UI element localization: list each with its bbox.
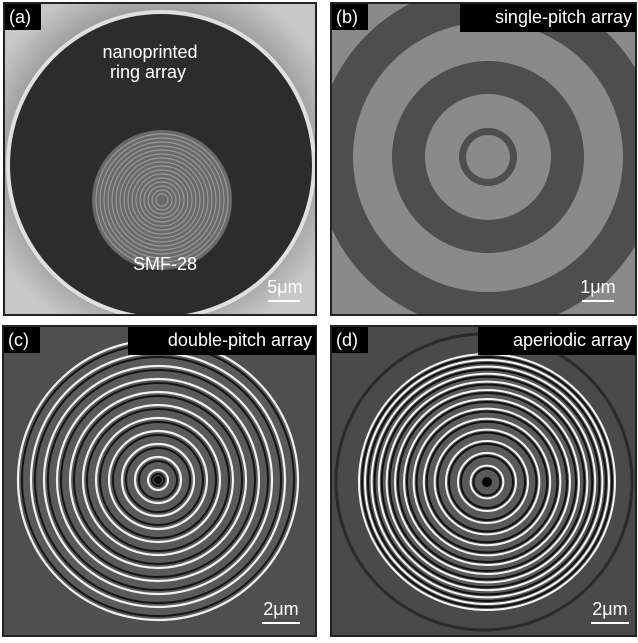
- scale-bar-label: 2μm: [592, 599, 627, 619]
- panel-label: (a): [9, 7, 31, 27]
- panel-d-image: [331, 326, 636, 636]
- panel-label: (c): [8, 330, 29, 350]
- annotation: SMF-28: [133, 254, 197, 274]
- panel-label: (b): [336, 7, 358, 27]
- ring: [482, 477, 492, 487]
- panel-caption: double-pitch array: [168, 330, 312, 350]
- panel-b-image: [273, 0, 638, 372]
- annotation: ring array: [110, 62, 186, 82]
- ring: [154, 476, 162, 484]
- annotation: nanoprinted: [102, 42, 197, 62]
- scale-bar-label: 5μm: [267, 277, 302, 297]
- panel-label: (d): [336, 330, 358, 350]
- panel-c-image: [3, 326, 316, 636]
- figure: (a) (b) (c) (d) single-pitch array doubl…: [0, 0, 638, 638]
- ring: [466, 135, 510, 179]
- scale-bar-label: 2μm: [263, 599, 298, 619]
- scale-bar-label: 1μm: [580, 277, 615, 297]
- panel-caption: aperiodic array: [513, 330, 632, 350]
- panel-caption: single-pitch array: [495, 7, 632, 27]
